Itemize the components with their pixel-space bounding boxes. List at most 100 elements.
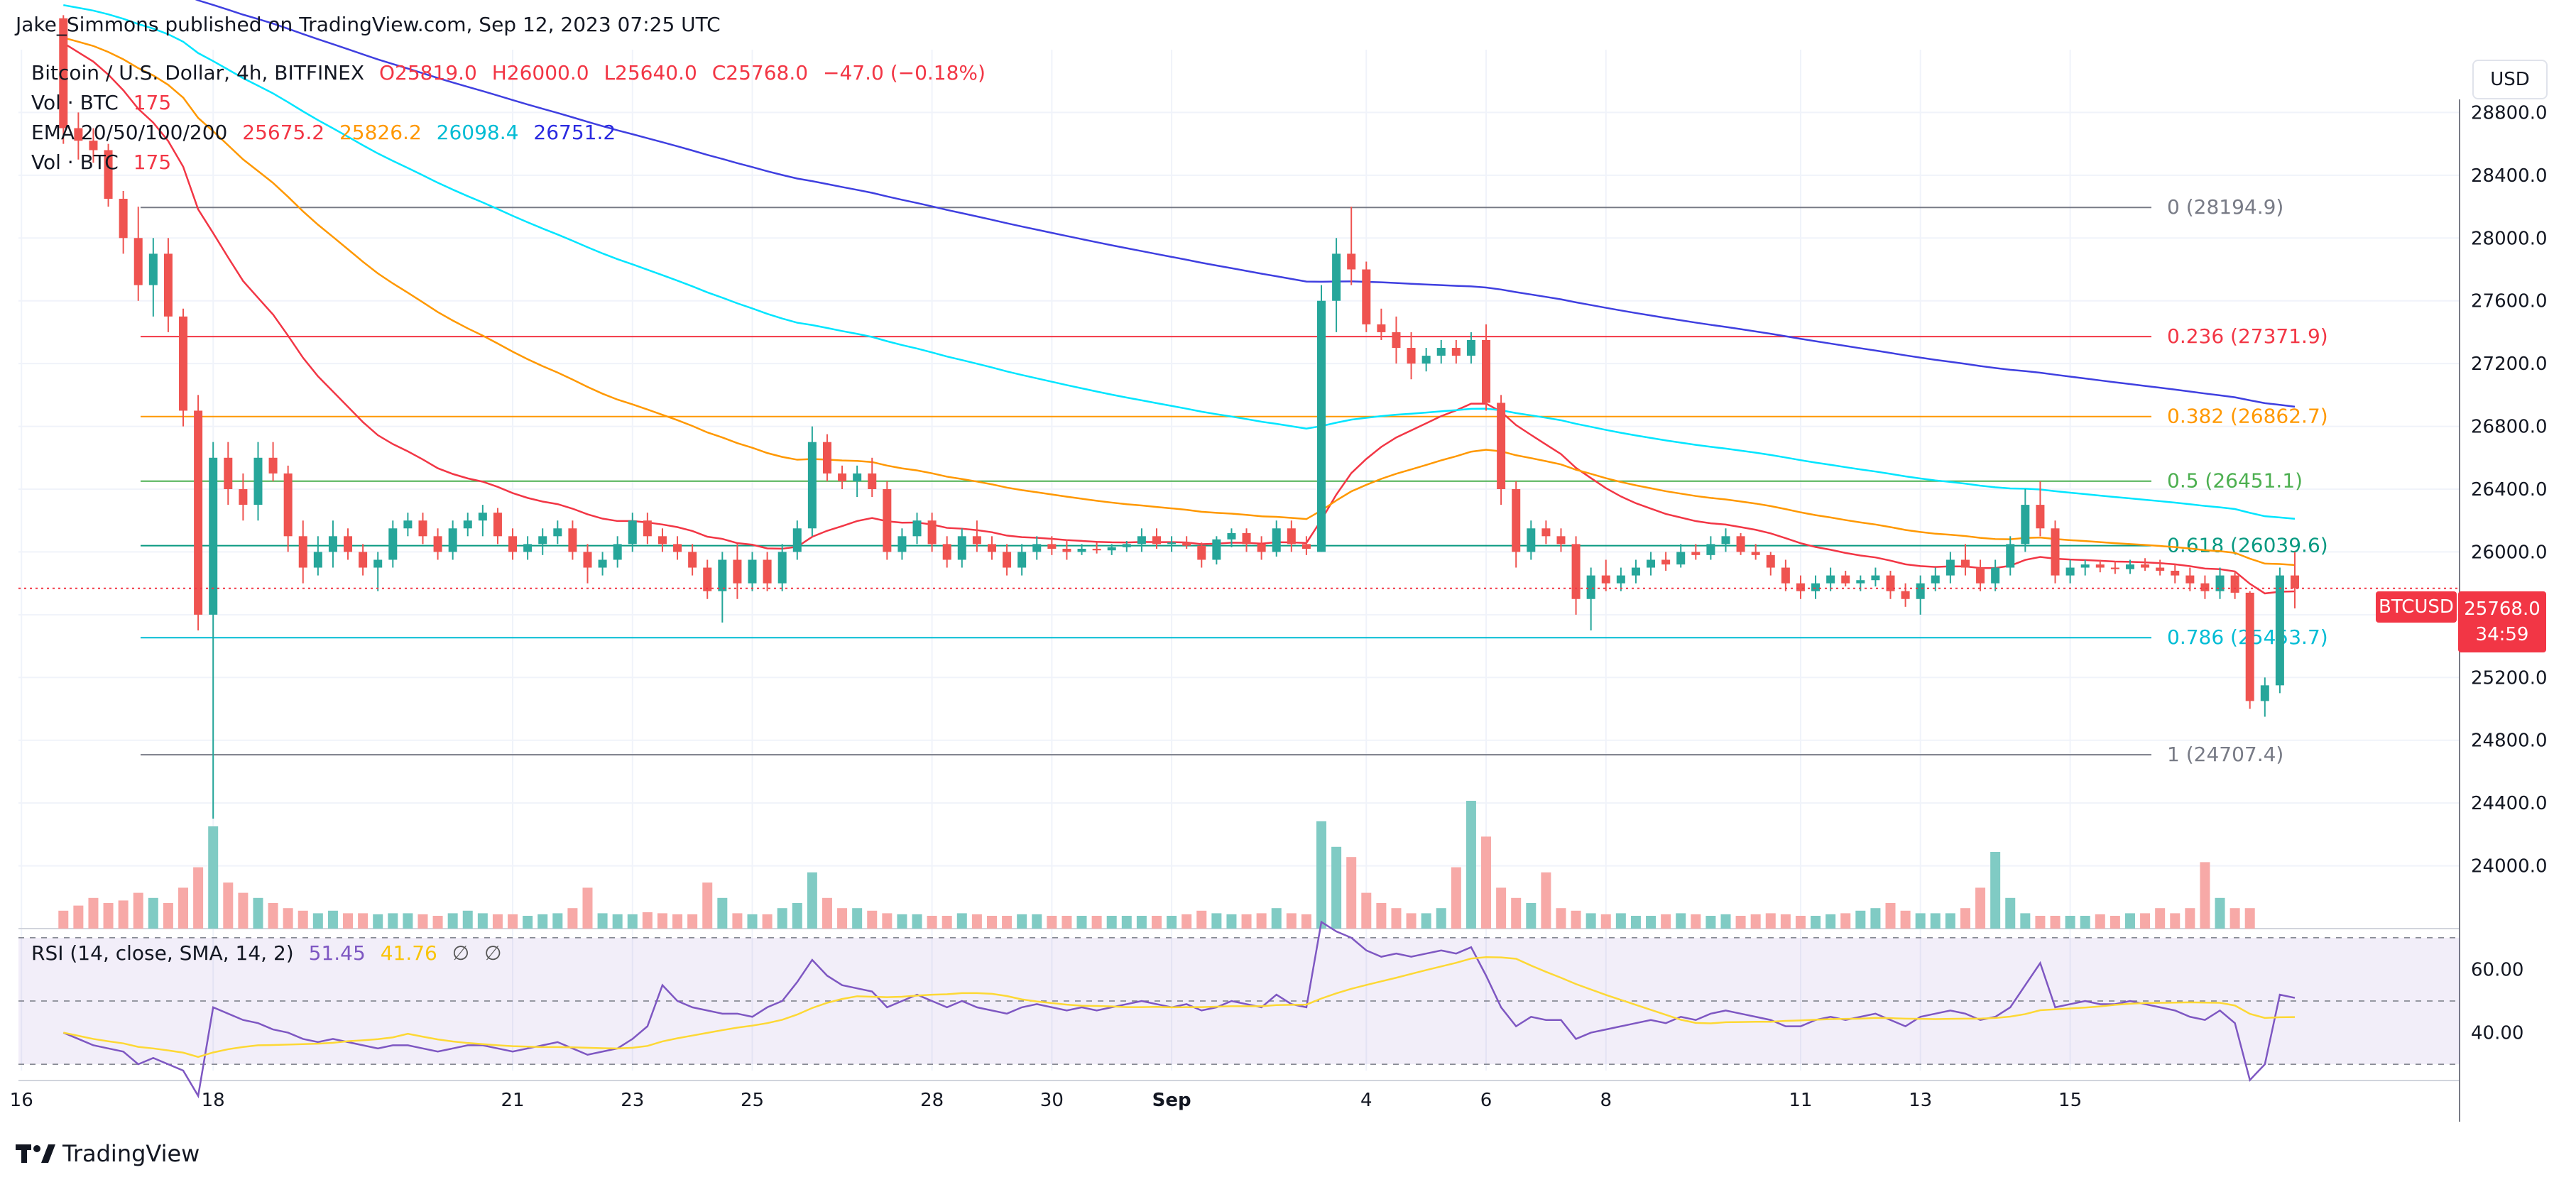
volume-bar-131: [2020, 913, 2031, 929]
y-tick-label-9: 27600.0: [2471, 291, 2548, 312]
rsi-label[interactable]: RSI (14, close, SMA, 14, 2): [31, 941, 294, 965]
volume-bar-124: [1915, 913, 1926, 929]
candle-body-97: [1512, 489, 1521, 552]
y-tick-label-10: 28000.0: [2471, 228, 2548, 249]
candle-body-55: [883, 489, 892, 552]
volume-bar-9: [193, 867, 204, 929]
volume-bar-31: [523, 916, 533, 929]
candle-body-36: [598, 559, 607, 568]
volume-bar-71: [1121, 916, 1132, 929]
candle-body-67: [1062, 549, 1071, 552]
legend-volume-row-1: Vol · BTC 175: [31, 91, 180, 114]
candle-body-138: [2125, 564, 2134, 569]
candle-body-146: [2245, 592, 2254, 701]
candle-body-9: [194, 410, 203, 615]
candle-body-117: [1811, 583, 1821, 591]
y-tick-label-7: 26800.0: [2471, 417, 2548, 438]
volume-bar-3: [103, 903, 114, 929]
legend-vol-label-1[interactable]: Vol · BTC: [31, 91, 119, 114]
candle-body-58: [927, 520, 937, 545]
volume-bar-101: [1571, 910, 1581, 929]
volume-bar-6: [148, 897, 158, 929]
rsi-value: 51.45: [308, 941, 366, 965]
volume-bar-48: [777, 908, 787, 929]
candle-body-129: [1991, 567, 2000, 584]
candle-body-47: [763, 559, 772, 584]
candle-body-99: [1541, 528, 1551, 537]
candle-body-110: [1706, 544, 1715, 555]
volume-bar-142: [2185, 908, 2195, 929]
volume-bar-110: [1705, 916, 1716, 929]
volume-bar-91: [1421, 913, 1431, 929]
y-tick-label-0: 24000.0: [2471, 856, 2548, 877]
volume-bar-81: [1271, 908, 1282, 929]
legend-ema-label[interactable]: EMA 20/50/100/200: [31, 121, 228, 144]
candle-body-116: [1796, 583, 1805, 591]
legend-vol-label-2[interactable]: Vol · BTC: [31, 151, 119, 174]
volume-bar-77: [1211, 913, 1222, 929]
publish-header: Jake_Simmons published on TradingView.co…: [16, 13, 721, 36]
volume-bar-5: [133, 892, 143, 929]
volume-bar-140: [2155, 908, 2166, 929]
fib-label-1: 0.236 (27371.9): [2167, 324, 2328, 348]
candle-body-33: [553, 528, 562, 537]
volume-bar-39: [642, 912, 653, 929]
fib-label-2: 0.382 (26862.7): [2167, 405, 2328, 428]
candle-body-69: [1092, 549, 1101, 551]
volume-bar-8: [178, 887, 189, 929]
volume-bar-102: [1586, 913, 1596, 929]
candle-countdown: 34:59: [2475, 624, 2529, 645]
rsi-line: [62, 920, 2296, 1099]
candle-body-83: [1301, 544, 1311, 549]
candle-body-85: [1332, 253, 1341, 301]
volume-bar-62: [986, 916, 997, 929]
candle-body-62: [987, 544, 996, 552]
candle-body-148: [2275, 575, 2284, 686]
candle-body-43: [703, 567, 712, 591]
legend-change: −47.0 (−0.18%): [823, 61, 986, 84]
x-tick-label-7: Sep: [1152, 1090, 1191, 1111]
legend-ema20: 25675.2: [242, 121, 325, 144]
candle-body-122: [1886, 575, 1895, 591]
candle-body-111: [1721, 536, 1730, 545]
y-tick-label-2: 24800.0: [2471, 731, 2548, 752]
volume-bar-38: [627, 914, 638, 929]
candle-body-98: [1527, 528, 1536, 552]
volume-bar-37: [612, 914, 623, 929]
candle-body-75: [1182, 542, 1191, 546]
currency-button[interactable]: USD: [2472, 60, 2548, 99]
rsi-extra-2: ∅: [484, 941, 502, 965]
candle-body-137: [2110, 567, 2119, 569]
fib-label-0: 0 (28194.9): [2167, 195, 2283, 219]
candle-body-23: [403, 520, 413, 529]
volume-bar-18: [327, 910, 338, 929]
candle-body-27: [463, 520, 472, 529]
volume-bar-76: [1196, 910, 1207, 929]
candle-body-16: [298, 536, 307, 568]
rsi-sma-value: 41.76: [380, 941, 437, 965]
candle-body-86: [1347, 253, 1356, 270]
y-tick-label-1: 24400.0: [2471, 793, 2548, 814]
volume-bar-86: [1346, 857, 1357, 929]
volume-bar-60: [956, 913, 967, 929]
volume-bar-111: [1720, 914, 1731, 929]
candle-body-11: [224, 457, 233, 489]
tradingview-brand[interactable]: TradingView: [16, 1140, 200, 1167]
y-tick-label-5: 26000.0: [2471, 542, 2548, 563]
candle-body-48: [777, 552, 787, 584]
candle-body-51: [822, 442, 831, 474]
candle-body-26: [448, 528, 457, 552]
volume-bar-24: [417, 914, 428, 929]
candle-body-19: [344, 536, 353, 552]
fib-label-4: 0.618 (26039.6): [2167, 534, 2328, 557]
candle-body-7: [163, 253, 173, 317]
volume-bar-121: [1870, 908, 1881, 929]
legend-symbol[interactable]: Bitcoin / U.S. Dollar, 4h, BITFINEX: [31, 61, 365, 84]
volume-bar-42: [687, 914, 698, 929]
volume-bar-79: [1241, 914, 1252, 929]
candle-body-93: [1451, 348, 1461, 356]
volume-bar-65: [1032, 914, 1042, 929]
legend-ema100: 26098.4: [436, 121, 519, 144]
volume-bar-50: [807, 872, 817, 929]
candle-body-91: [1421, 356, 1431, 364]
